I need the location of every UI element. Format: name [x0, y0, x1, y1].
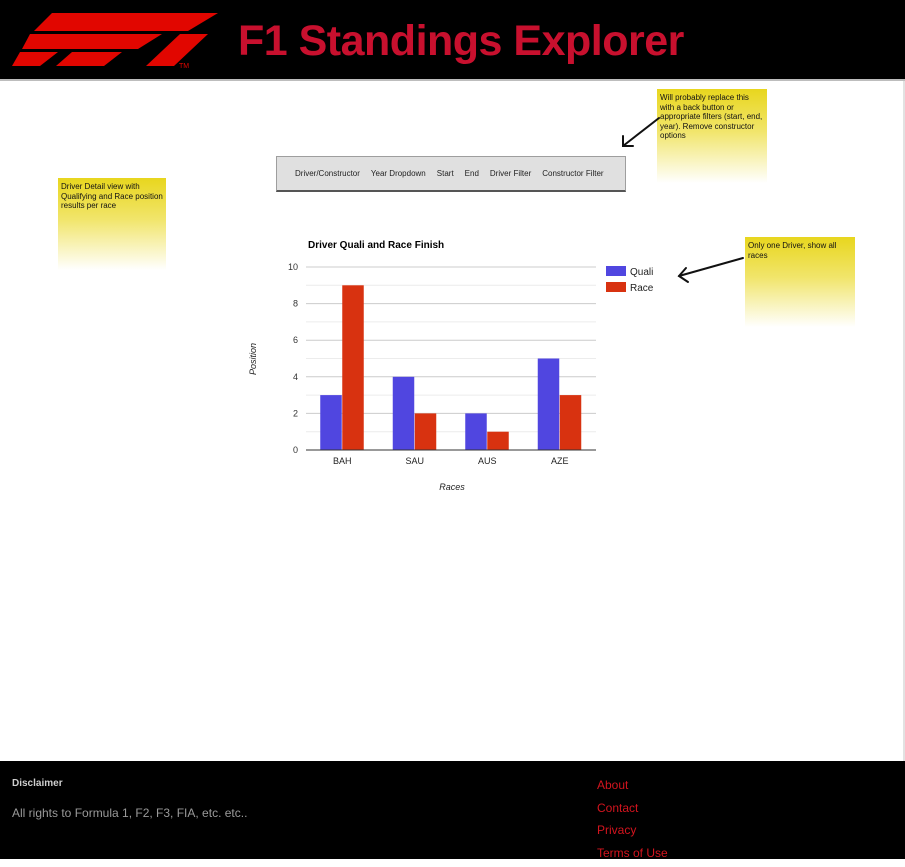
legend-swatch-quali: [606, 266, 626, 276]
header: TM F1 Standings Explorer: [0, 0, 905, 79]
disclaimer-text: All rights to Formula 1, F2, F3, FIA, et…: [12, 806, 248, 820]
bar-quali-bah: [320, 395, 342, 450]
filter-end[interactable]: End: [464, 169, 479, 178]
chart-legend: Quali Race: [606, 266, 654, 294]
footer-links: About Contact Privacy Terms of Use: [597, 777, 668, 867]
footer-link-contact[interactable]: Contact: [597, 800, 639, 815]
arrow-to-chart-legend: [677, 257, 744, 283]
filter-year-dropdown[interactable]: Year Dropdown: [370, 169, 426, 178]
y-tick-label: 2: [293, 408, 298, 418]
bar-race-bah: [342, 285, 364, 450]
y-tick-label: 6: [293, 335, 298, 345]
x-tick-label: SAU: [405, 456, 424, 466]
y-tick-label: 8: [293, 299, 298, 309]
header-divider: [0, 79, 905, 81]
filter-bar: Driver/Constructor Year Dropdown Start E…: [276, 156, 626, 192]
chart-bars: [320, 285, 582, 450]
sticky-note-one-driver: Only one Driver, show all races: [745, 237, 855, 327]
chart-x-ticks: BAH SAU AUS AZE: [333, 456, 569, 466]
page-title: F1 Standings Explorer: [238, 17, 684, 65]
bar-race-aus: [487, 431, 509, 450]
x-tick-label: AUS: [478, 456, 497, 466]
sticky-note-driver-detail: Driver Detail view with Qualifying and R…: [58, 178, 166, 270]
arrow-to-filter-bar: [622, 117, 660, 147]
footer-link-about[interactable]: About: [597, 778, 629, 792]
y-tick-label: 10: [288, 262, 298, 272]
y-tick-label: 0: [293, 445, 298, 455]
bar-race-sau: [414, 413, 437, 450]
filter-constructor[interactable]: Constructor Filter: [542, 169, 604, 178]
disclaimer-heading: Disclaimer: [12, 778, 63, 789]
bar-quali-aze: [537, 358, 560, 450]
bar-race-aze: [559, 395, 582, 450]
legend-label-race: Race: [630, 283, 654, 294]
bar-quali-aus: [465, 413, 487, 450]
chart-title: Driver Quali and Race Finish: [308, 240, 444, 251]
chart-y-label: Position: [248, 343, 258, 375]
trademark-mark: TM: [179, 63, 189, 69]
quali-race-chart: Driver Quali and Race Finish 0 2 4 6 8 10 BAH…: [248, 240, 654, 492]
chart-x-label: Races: [439, 482, 465, 492]
footer-link-privacy[interactable]: Privacy: [597, 823, 637, 838]
bar-quali-sau: [392, 376, 415, 450]
filter-driver[interactable]: Driver Filter: [489, 169, 532, 178]
y-tick-label: 4: [293, 372, 298, 382]
x-tick-label: BAH: [333, 456, 352, 466]
filter-start[interactable]: Start: [436, 169, 454, 178]
legend-swatch-race: [606, 282, 626, 292]
legend-label-quali: Quali: [630, 267, 653, 278]
f1-logo-icon[interactable]: TM: [12, 13, 220, 69]
footer-link-terms[interactable]: Terms of Use: [597, 845, 668, 860]
filter-driver-constructor[interactable]: Driver/Constructor: [295, 169, 360, 178]
chart-y-ticks: 0 2 4 6 8 10: [288, 262, 298, 455]
sticky-note-filters: Will probably replace this with a back b…: [657, 89, 767, 183]
page-edge: [903, 81, 905, 761]
x-tick-label: AZE: [551, 456, 569, 466]
footer: Disclaimer All rights to Formula 1, F2, …: [0, 761, 905, 860]
